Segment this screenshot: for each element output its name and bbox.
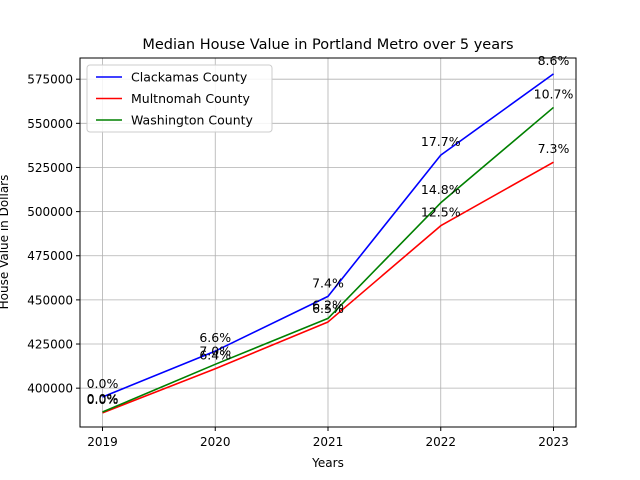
y-tick-label: 400000 <box>27 382 73 396</box>
chart-title: Median House Value in Portland Metro ove… <box>142 37 513 53</box>
data-label: 0.0% <box>87 376 119 391</box>
legend-frame <box>86 64 273 133</box>
y-tick-label: 525000 <box>27 161 73 175</box>
y-axis-label: House Value in Dollars <box>0 175 11 310</box>
data-label: 0.0% <box>87 391 119 406</box>
series-line <box>102 73 554 398</box>
x-tick-label: 2021 <box>313 435 344 449</box>
data-labels: 0.0% 6.6% 7.4% 17.7% 8.6% 0.0% 6.4% 6.5% 12.5% 7.… <box>87 53 574 407</box>
x-tick-label: 2020 <box>200 435 231 449</box>
x-axis-label: Years <box>311 456 344 470</box>
data-label: 10.7% <box>534 86 574 101</box>
data-label: 6.6% <box>199 330 231 345</box>
data-label: 14.8% <box>421 182 461 197</box>
data-label: 0.0% <box>87 392 119 407</box>
data-label: 7.0% <box>199 343 231 358</box>
data-label: 7.3% <box>538 141 570 156</box>
y-tick-label: 575000 <box>27 73 73 87</box>
series-line <box>102 106 555 413</box>
data-label: 6.2% <box>312 297 344 312</box>
x-tick-label: 2022 <box>425 435 456 449</box>
data-label: 12.5% <box>421 205 461 220</box>
x-tick-label: 2023 <box>538 435 569 449</box>
legend-label: Washington County <box>131 113 254 128</box>
y-tick-label: 475000 <box>27 249 73 263</box>
data-label: 17.7% <box>421 134 461 149</box>
data-label: 8.6% <box>538 53 570 68</box>
legend-label: Clackamas County <box>131 70 248 85</box>
legend: Clackamas County Multnomah County Washingt… <box>86 64 273 133</box>
series-lines <box>102 73 555 414</box>
y-tick-label: 425000 <box>27 338 73 352</box>
y-tick-label: 500000 <box>27 205 73 219</box>
series-line <box>102 161 554 414</box>
data-label: 6.5% <box>312 301 344 316</box>
x-axis: 2019 2020 2021 2022 2023 <box>87 427 569 449</box>
y-tick-label: 550000 <box>27 117 73 131</box>
legend-label: Multnomah County <box>131 91 251 106</box>
data-label: 7.4% <box>312 275 344 290</box>
y-axis: 400000 425000 450000 475000 500000 525000 5500… <box>27 73 80 396</box>
data-label: 6.4% <box>199 348 231 363</box>
y-tick-label: 450000 <box>27 293 73 307</box>
x-tick-label: 2019 <box>87 435 118 449</box>
